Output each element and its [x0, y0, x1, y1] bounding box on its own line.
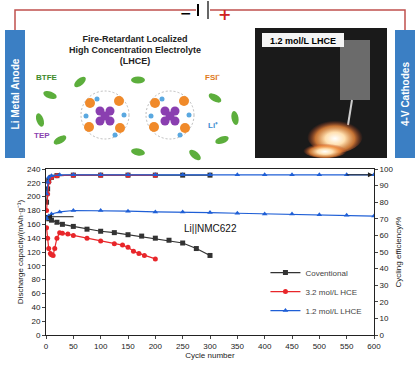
- svg-text:Li Metal Anode: Li Metal Anode: [10, 58, 21, 129]
- svg-text:150: 150: [121, 342, 135, 351]
- svg-text:4-V Cathodes: 4-V Cathodes: [400, 62, 411, 126]
- svg-text:1.2 mol/L LHCE: 1.2 mol/L LHCE: [270, 36, 336, 46]
- svg-text:200: 200: [149, 342, 163, 351]
- svg-text:Cycle number: Cycle number: [185, 351, 235, 360]
- svg-text:300: 300: [203, 342, 217, 351]
- svg-text:240: 240: [27, 165, 41, 174]
- svg-text:350: 350: [231, 342, 245, 351]
- svg-text:20: 20: [380, 298, 389, 307]
- svg-text:140: 140: [27, 234, 41, 243]
- svg-text:180: 180: [27, 206, 41, 215]
- svg-text:250: 250: [176, 342, 190, 351]
- svg-text:50: 50: [69, 342, 78, 351]
- svg-text:70: 70: [380, 215, 389, 224]
- svg-text:20: 20: [31, 317, 40, 326]
- svg-text:80: 80: [380, 198, 389, 207]
- svg-text:600: 600: [367, 342, 381, 351]
- svg-text:100: 100: [380, 165, 394, 174]
- svg-text:80: 80: [31, 275, 40, 284]
- svg-text:+: +: [218, 5, 231, 24]
- svg-text:50: 50: [380, 248, 389, 257]
- svg-text:100: 100: [94, 342, 108, 351]
- svg-text:Fire-Retardant Localized: Fire-Retardant Localized: [82, 34, 187, 44]
- svg-text:Li⁺: Li⁺: [208, 121, 218, 130]
- svg-text:Coventional: Coventional: [305, 269, 347, 278]
- svg-text:60: 60: [380, 231, 389, 240]
- svg-text:100: 100: [27, 262, 41, 271]
- svg-text:220: 220: [27, 179, 41, 188]
- svg-text:TEP: TEP: [34, 131, 50, 140]
- svg-text:1.2 mol/L LHCE: 1.2 mol/L LHCE: [305, 307, 361, 316]
- svg-text:30: 30: [380, 281, 389, 290]
- svg-text:550: 550: [340, 342, 354, 351]
- svg-text:0: 0: [36, 331, 41, 340]
- svg-text:Li||NMC622: Li||NMC622: [184, 223, 237, 234]
- svg-text:Cycling efficiency/%: Cycling efficiency/%: [394, 217, 403, 288]
- svg-text:FSI⁻: FSI⁻: [205, 73, 220, 82]
- svg-text:0: 0: [380, 331, 385, 340]
- svg-text:200: 200: [27, 192, 41, 201]
- svg-text:60: 60: [31, 289, 40, 298]
- svg-text:−: −: [180, 5, 192, 21]
- svg-text:500: 500: [313, 342, 327, 351]
- svg-text:Discharge capacity/(mAh·g⁻¹): Discharge capacity/(mAh·g⁻¹): [16, 199, 25, 304]
- svg-text:120: 120: [27, 248, 41, 257]
- svg-text:160: 160: [27, 220, 41, 229]
- svg-text:BTFE: BTFE: [36, 73, 58, 82]
- svg-text:90: 90: [380, 181, 389, 190]
- svg-text:40: 40: [380, 264, 389, 273]
- svg-text:10: 10: [380, 314, 389, 323]
- svg-text:(LHCE): (LHCE): [120, 56, 151, 66]
- svg-text:450: 450: [285, 342, 299, 351]
- svg-text:40: 40: [31, 303, 40, 312]
- svg-text:400: 400: [258, 342, 272, 351]
- svg-text:High Concentration Electrolyte: High Concentration Electrolyte: [69, 45, 201, 55]
- svg-text:0: 0: [44, 342, 49, 351]
- svg-text:3.2 mol/L HCE: 3.2 mol/L HCE: [305, 288, 357, 297]
